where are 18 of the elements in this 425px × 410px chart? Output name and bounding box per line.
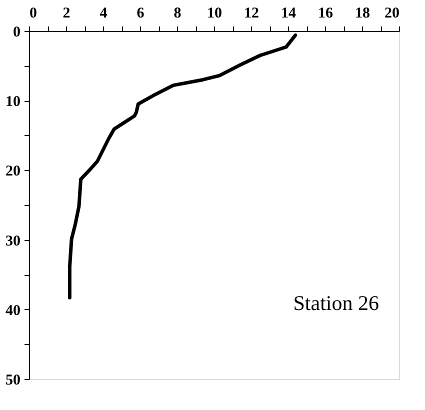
x-tick-label: 12 (244, 6, 259, 22)
x-tick-label: 8 (174, 6, 182, 22)
y-tick-label: 0 (13, 24, 20, 40)
x-tick-label: 20 (384, 6, 400, 22)
x-tick-label: 18 (355, 6, 370, 22)
x-tick-label: 16 (318, 6, 334, 22)
x-tick-label: 4 (100, 6, 108, 22)
y-tick-label: 10 (6, 94, 20, 110)
x-tick-label: 14 (281, 6, 296, 22)
y-tick-label: 30 (6, 233, 20, 250)
x-tick-label: 0 (30, 6, 37, 22)
y-tick-label: 20 (6, 164, 20, 180)
x-tick-label: 2 (62, 6, 70, 22)
x-tick-label: 6 (136, 6, 145, 22)
y-tick-label: 40 (6, 302, 20, 319)
annotation: Station 26 (293, 291, 379, 315)
x-tick-label: 10 (207, 6, 222, 22)
y-tick-label: 50 (6, 372, 20, 388)
